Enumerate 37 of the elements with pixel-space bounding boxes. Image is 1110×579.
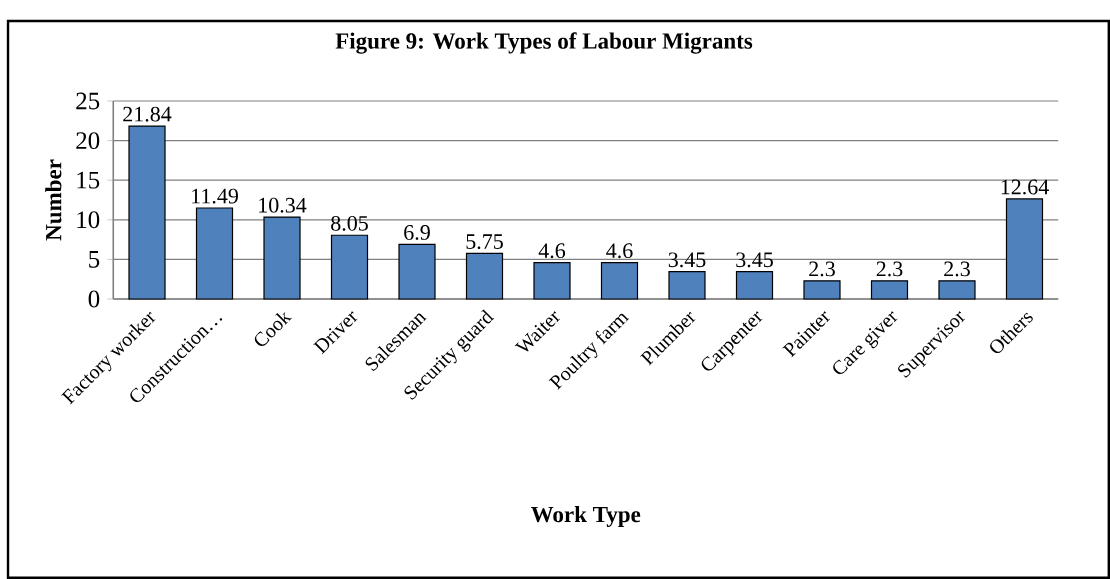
y-tick-label: 20 [76, 132, 100, 150]
bar [128, 125, 166, 300]
y-tick-label: 15 [77, 171, 100, 189]
data-label: 2.3 [944, 261, 970, 277]
bar [330, 234, 369, 300]
y-tick-label: 5 [89, 251, 100, 268]
data-label: 21.84 [123, 106, 172, 122]
data-label: 3.45 [736, 252, 773, 268]
y-tick-label: 25 [76, 92, 100, 110]
y-tick-label: 0 [88, 290, 100, 308]
bar [938, 280, 976, 300]
data-label: 11.49 [192, 188, 238, 204]
data-label: 12.64 [1001, 179, 1049, 195]
bar [263, 216, 301, 300]
x-axis-title: Work Type [531, 506, 641, 527]
bar [398, 243, 436, 300]
data-label: 8.05 [331, 215, 368, 231]
bar [1005, 198, 1044, 300]
bar [870, 280, 909, 300]
data-label: 6.9 [404, 225, 430, 240]
data-label: 2.3 [876, 261, 903, 277]
y-tick-label: 10 [77, 211, 100, 229]
bar [803, 280, 841, 300]
bar [465, 252, 504, 300]
data-label: 4.6 [606, 243, 633, 259]
bar [668, 271, 706, 300]
y-axis-title: Number [45, 159, 62, 241]
data-label: 2.3 [809, 261, 835, 277]
chart-title: Figure 9: Work Types of Labour Migrants [335, 32, 753, 54]
bar [195, 207, 234, 300]
data-label: 10.34 [259, 197, 307, 213]
data-label: 3.45 [668, 252, 706, 268]
bar [533, 261, 571, 300]
data-label: 5.75 [466, 234, 503, 250]
data-label: 4.6 [538, 243, 566, 259]
bar [600, 261, 639, 300]
bar [735, 271, 774, 300]
